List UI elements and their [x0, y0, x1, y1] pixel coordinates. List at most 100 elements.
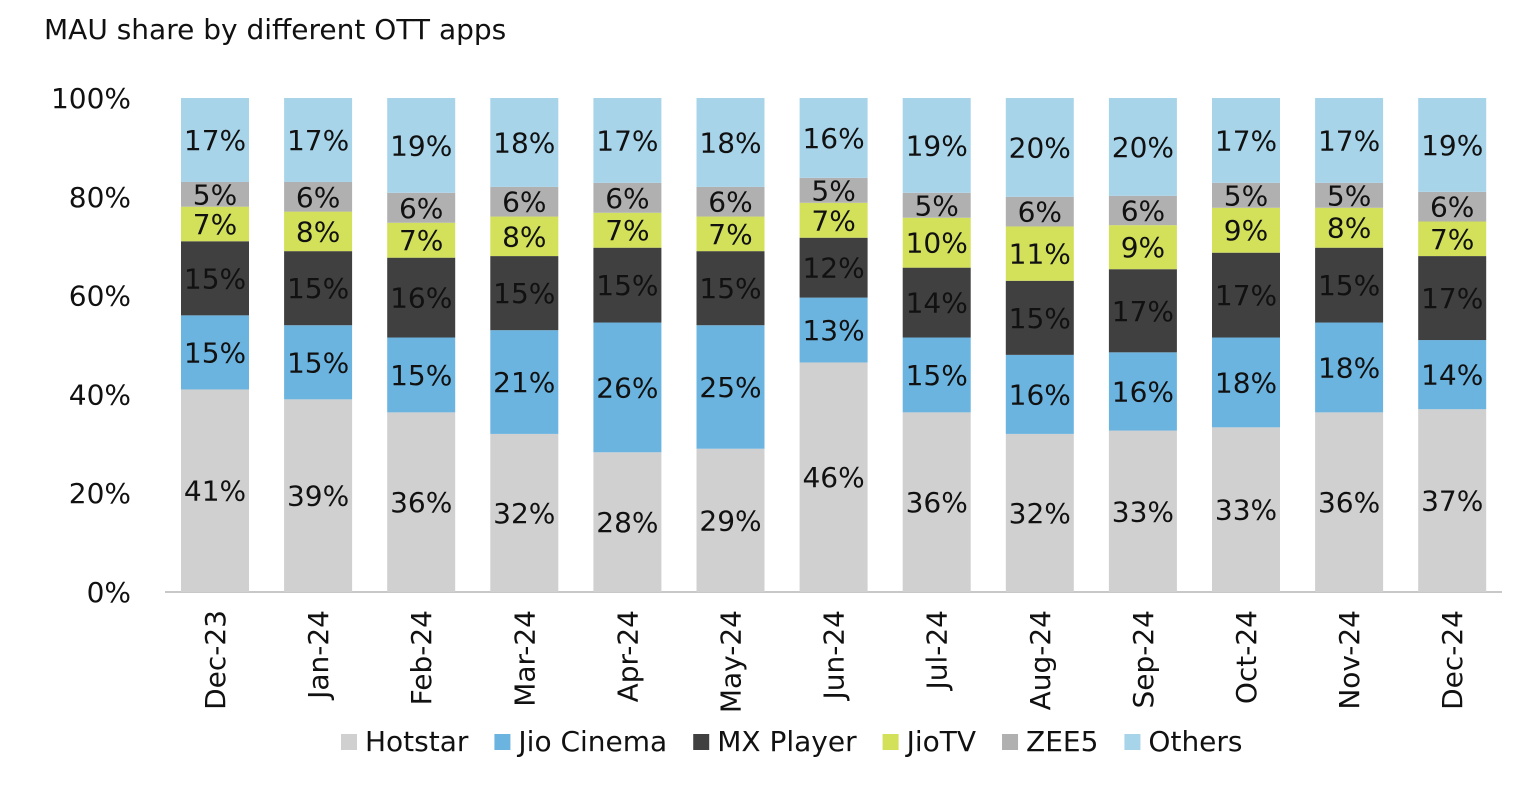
data-label: 16%: [1112, 375, 1174, 408]
data-label: 36%: [906, 486, 968, 519]
legend-label: Jio Cinema: [516, 725, 667, 758]
data-label: 28%: [596, 506, 658, 539]
data-label: 15%: [493, 277, 555, 310]
data-label: 14%: [1421, 359, 1483, 392]
bar-segment-hotstar: [1212, 427, 1280, 592]
bar-segment-mx-player: [1005, 280, 1074, 355]
bar-segment-jio-cinema: [1212, 337, 1280, 428]
legend-swatch: [1124, 734, 1141, 750]
bar-segment-jio-cinema: [902, 337, 971, 413]
data-label: 37%: [1421, 485, 1483, 518]
legend-label: Hotstar: [365, 725, 469, 758]
x-tick-label: Jun-24: [818, 610, 851, 701]
data-label: 16%: [1009, 378, 1071, 411]
bar-segment-jiotv: [1212, 207, 1280, 253]
data-label: 10%: [906, 227, 968, 260]
bar-segment-mx-player: [1108, 269, 1177, 353]
y-tick-label: 40%: [69, 378, 131, 411]
bar-segment-jiotv: [902, 217, 971, 268]
data-label: 17%: [1112, 295, 1174, 328]
data-label: 8%: [1327, 212, 1371, 245]
bar-segment-others: [593, 98, 662, 183]
data-label: 33%: [1215, 494, 1277, 527]
bar-segment-mx-player: [1315, 247, 1384, 323]
data-label: 9%: [1224, 214, 1268, 247]
x-tick-label: Aug-24: [1024, 610, 1057, 710]
bar-segment-zee5: [1005, 196, 1074, 227]
x-tick-label: Oct-24: [1230, 610, 1263, 704]
bar-segment-zee5: [1315, 182, 1384, 208]
legend-label: Others: [1148, 725, 1242, 758]
data-label: 20%: [1009, 131, 1071, 164]
data-label: 6%: [1018, 196, 1062, 229]
data-label: 36%: [390, 486, 452, 519]
bar-segment-jiotv: [181, 206, 249, 242]
data-label: 25%: [699, 371, 761, 404]
bar-segment-others: [1005, 98, 1074, 197]
data-label: 17%: [1421, 282, 1483, 315]
legend-label: ZEE5: [1026, 725, 1098, 758]
y-tick-label: 20%: [69, 477, 131, 510]
data-label: 6%: [1430, 191, 1474, 224]
data-label: 18%: [1215, 366, 1277, 399]
bar-segment-mx-player: [799, 237, 868, 298]
bar-segment-jio-cinema: [799, 297, 868, 363]
bar-segment-mx-player: [1418, 256, 1487, 341]
bar-segment-jio-cinema: [1418, 340, 1487, 410]
data-label: 39%: [287, 480, 349, 513]
data-label: 6%: [502, 186, 546, 219]
data-label: 7%: [605, 214, 649, 247]
data-label: 18%: [493, 126, 555, 159]
data-label: 9%: [1121, 231, 1165, 264]
data-label: 46%: [802, 461, 864, 494]
data-label: 16%: [802, 122, 864, 155]
x-tick-label: Dec-23: [199, 610, 232, 710]
data-label: 15%: [699, 272, 761, 305]
bar-segment-jiotv: [490, 216, 559, 257]
bar-segment-mx-player: [696, 251, 765, 326]
data-label: 12%: [802, 252, 864, 285]
bar-segment-jio-cinema: [490, 330, 559, 434]
bar-segment-mx-player: [490, 256, 559, 331]
bar-segment-others: [181, 98, 249, 182]
legend-label: JioTV: [905, 725, 976, 758]
data-label: 5%: [914, 189, 958, 222]
data-label: 29%: [699, 504, 761, 537]
bar-segment-others: [696, 98, 765, 187]
data-label: 15%: [184, 262, 246, 295]
data-label: 5%: [193, 178, 237, 211]
bar-segment-jio-cinema: [1108, 352, 1177, 431]
data-label: 14%: [906, 287, 968, 320]
data-label: 36%: [1318, 486, 1380, 519]
data-label: 19%: [1421, 129, 1483, 162]
chart-title: MAU share by different OTT apps: [44, 13, 506, 46]
x-tick-label: Nov-24: [1333, 610, 1366, 710]
bar-segment-zee5: [1418, 191, 1487, 222]
bar-segment-jio-cinema: [593, 322, 662, 453]
data-label: 15%: [1318, 269, 1380, 302]
legend-swatch: [693, 734, 710, 750]
legend-swatch: [882, 734, 899, 750]
bar-segment-jiotv: [387, 222, 456, 258]
bar-segment-jio-cinema: [696, 325, 765, 449]
bar-segment-hotstar: [1418, 409, 1487, 592]
x-tick-label: Sep-24: [1127, 610, 1160, 709]
data-label: 15%: [1009, 302, 1071, 335]
bar-segment-others: [799, 98, 868, 178]
bar-segment-zee5: [799, 177, 868, 203]
bar-segment-jiotv: [1418, 221, 1487, 257]
bar-segment-zee5: [1108, 195, 1177, 226]
data-label: 5%: [1327, 179, 1371, 212]
data-label: 7%: [708, 218, 752, 251]
bar-segment-jiotv: [696, 216, 765, 252]
data-label: 17%: [184, 124, 246, 157]
data-label: 6%: [708, 186, 752, 219]
data-label: 32%: [1009, 497, 1071, 530]
y-tick-label: 60%: [69, 280, 131, 313]
bar-segment-others: [1212, 98, 1280, 183]
data-label: 32%: [493, 497, 555, 530]
bar-segment-others: [490, 98, 559, 187]
bar-segment-zee5: [490, 186, 559, 217]
legend-swatch: [1002, 734, 1019, 750]
bar-segment-jio-cinema: [284, 325, 353, 400]
